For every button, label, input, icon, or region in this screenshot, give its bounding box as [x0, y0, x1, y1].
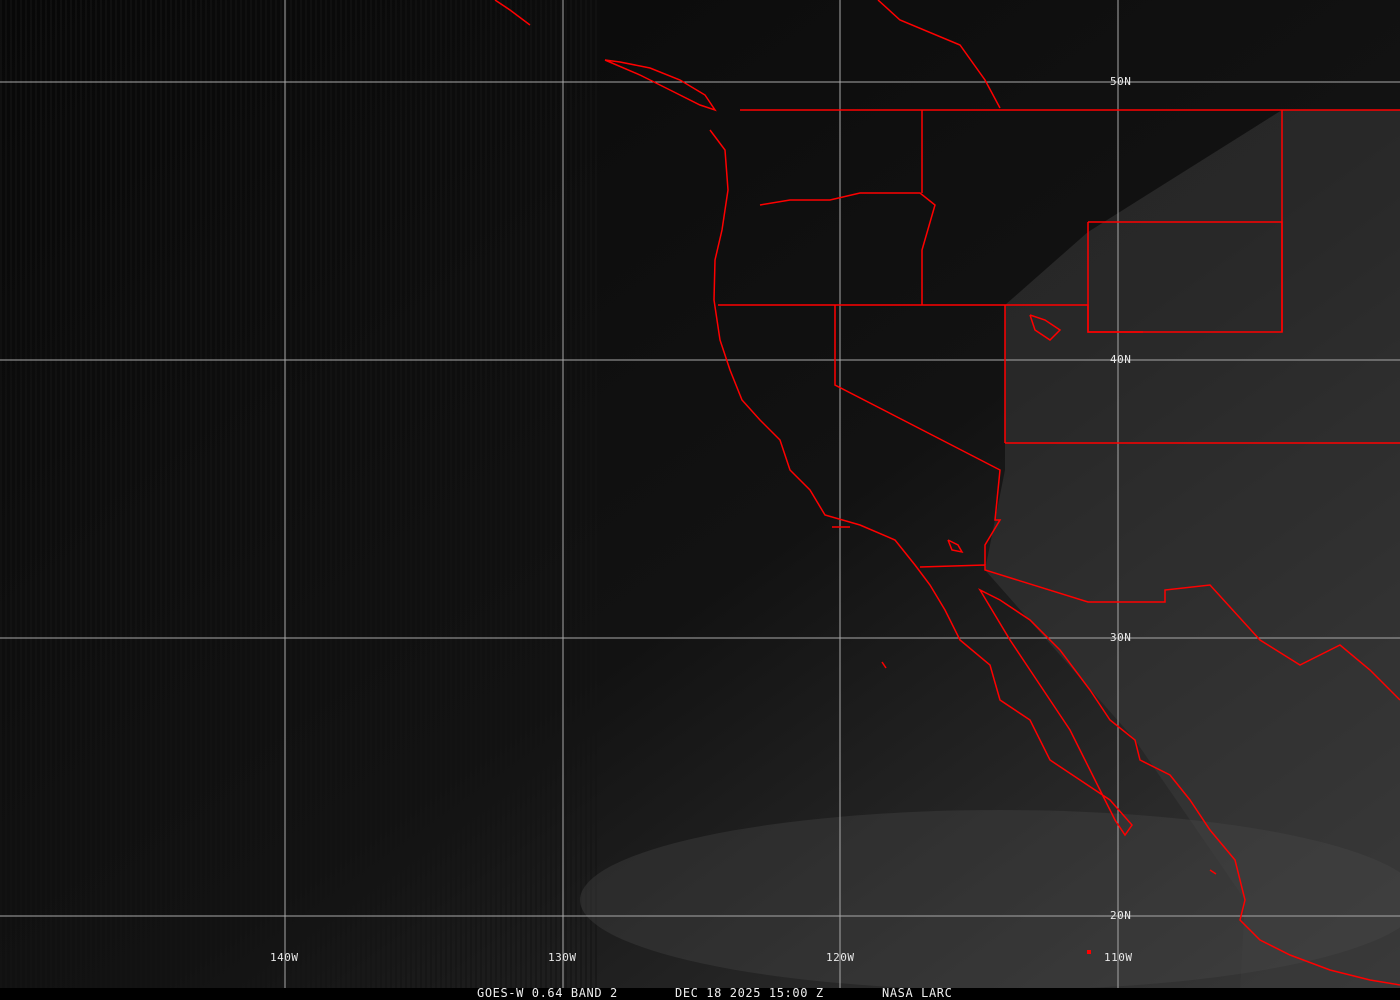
island-marker [1087, 950, 1091, 954]
vancouver-island [604, 59, 717, 112]
caption-bar: GOES-W 0.64 BAND 2 DEC 18 2025 15:00 Z N… [0, 986, 1400, 1000]
scan-stripes [0, 0, 600, 990]
caption-datetime: DEC 18 2025 15:00 Z [675, 986, 824, 1000]
lat-label-20n: 20N [1110, 909, 1132, 922]
cloud-field [580, 810, 1400, 990]
lon-label-140w: 140W [270, 951, 299, 964]
lat-label-40n: 40N [1110, 353, 1132, 366]
lon-label-130w: 130W [548, 951, 577, 964]
coastline-north [494, 0, 531, 26]
great-salt-lake [1029, 314, 1062, 341]
borders [494, 0, 1400, 986]
lon-label-120w: 120W [826, 951, 855, 964]
lon-label-110w: 110W [1104, 951, 1133, 964]
caption-source: NASA LARC [882, 986, 953, 1000]
us-mexico-border [919, 564, 1400, 701]
west-coast [709, 129, 1400, 986]
wa-or-border [759, 192, 936, 305]
lat-label-50n: 50N [1110, 75, 1132, 88]
salton-sea-lake-mead [947, 539, 964, 554]
lat-label-30n: 30N [1110, 631, 1132, 644]
ca-nv-border [834, 305, 1002, 565]
caption-product: GOES-W 0.64 BAND 2 [477, 986, 618, 1000]
guadalupe-island [881, 661, 887, 669]
revillagigedo [1209, 869, 1217, 875]
canada-interior-border [877, 0, 1001, 109]
